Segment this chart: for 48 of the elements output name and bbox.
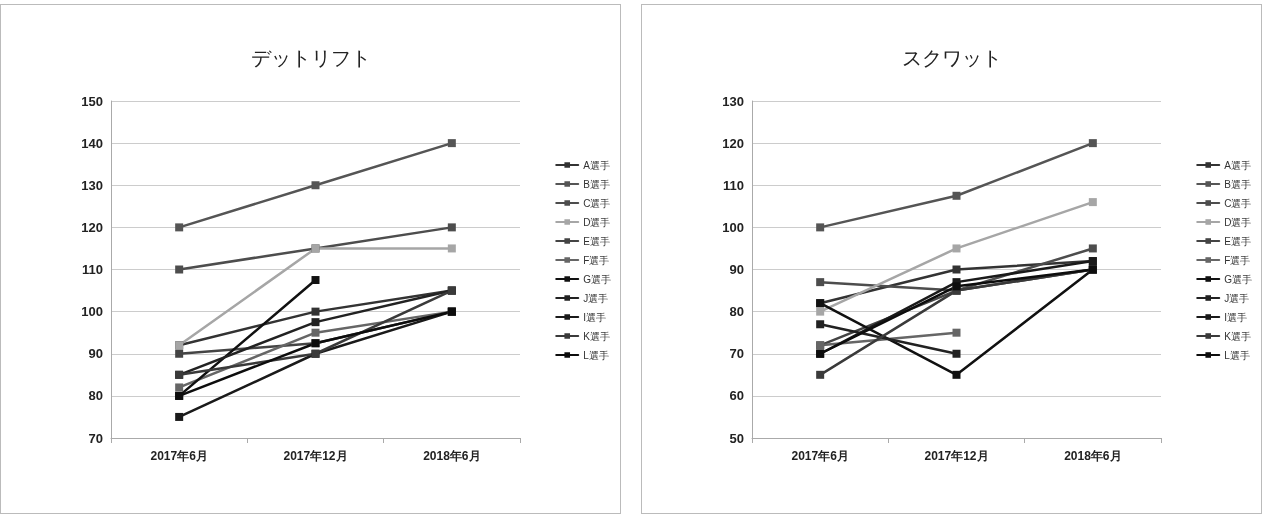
legend-label: A選手 (1224, 159, 1251, 171)
y-tick-label: 130 (81, 177, 103, 193)
y-tick-label: 150 (81, 93, 103, 109)
y-tick-label: 110 (723, 177, 744, 193)
legend-label: J選手 (1224, 292, 1250, 304)
legend-label: K選手 (583, 330, 610, 342)
legend-label: C選手 (1224, 197, 1252, 209)
y-tick-label: 80 (88, 388, 103, 404)
legend-label: L選手 (583, 349, 609, 361)
y-tick-label: 140 (81, 135, 103, 151)
y-tick-label: 110 (82, 262, 103, 277)
x-tick-label: 2018年6月 (423, 449, 481, 463)
legend-label: A選手 (583, 159, 610, 171)
y-tick-label: 80 (729, 304, 744, 320)
y-tick-label: 100 (722, 219, 744, 235)
x-tick-label: 2018年6月 (1064, 449, 1122, 463)
legend-label: L選手 (1224, 349, 1250, 361)
legend-label: F選手 (1224, 254, 1251, 266)
y-tick-label: 90 (88, 346, 103, 362)
y-tick-label: 90 (729, 262, 744, 277)
x-tick-label: 2017年6月 (791, 449, 849, 463)
x-tick-label: 2017年6月 (150, 449, 208, 463)
legend-label: E選手 (1224, 235, 1251, 247)
legend-label: D選手 (583, 216, 611, 228)
legend-label: C選手 (583, 197, 611, 209)
x-tick-label: 2017年12月 (283, 449, 348, 463)
legend-label: J選手 (583, 292, 609, 304)
legend-label: E選手 (583, 235, 610, 247)
legend-label: B選手 (1224, 178, 1251, 190)
legend-label: G選手 (583, 273, 611, 285)
y-tick-label: 130 (722, 93, 744, 109)
legend-label: F選手 (583, 254, 610, 266)
chart-title: デットリフト (250, 47, 371, 69)
legend-label: I選手 (1224, 311, 1247, 323)
y-tick-label: 120 (81, 219, 103, 235)
legend-label: I選手 (583, 311, 606, 323)
chart-title: スクワット (901, 47, 1002, 69)
x-tick-label: 2017年12月 (924, 449, 989, 463)
y-tick-label: 70 (729, 346, 744, 362)
y-tick-label: 50 (729, 430, 744, 446)
legend-label: K選手 (1224, 330, 1251, 342)
legend-label: D選手 (1224, 216, 1252, 228)
legend-label: B選手 (583, 178, 610, 190)
y-tick-label: 60 (729, 388, 744, 404)
y-tick-label: 100 (81, 304, 103, 320)
y-tick-label: 70 (88, 430, 103, 446)
legend-label: G選手 (1224, 273, 1252, 285)
y-tick-label: 120 (722, 135, 744, 151)
